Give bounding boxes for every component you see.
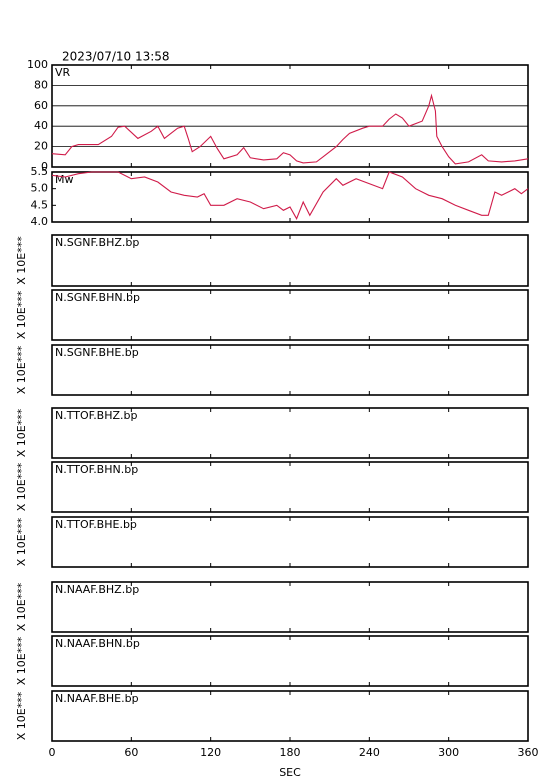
y-tick-label: 5.0 bbox=[31, 182, 49, 195]
x-tick-label: 300 bbox=[438, 746, 459, 759]
y-axis-label: X 10E*** bbox=[15, 517, 28, 566]
x-tick-label: 60 bbox=[124, 746, 138, 759]
panel-label: N.TTOF.BHN.bp bbox=[55, 463, 138, 476]
data-line bbox=[51, 93, 529, 165]
y-tick-label: 5.5 bbox=[31, 165, 49, 178]
y-tick-label: 0 bbox=[41, 160, 48, 173]
y-axis-label: X 10E*** bbox=[15, 582, 28, 631]
x-tick-label: 0 bbox=[49, 746, 56, 759]
chart-title: 2023/07/10 13:58 bbox=[62, 50, 170, 64]
panel-label: N.SGNF.BHE.bp bbox=[55, 346, 139, 359]
y-axis-label: X 10E*** bbox=[15, 636, 28, 685]
panel-label: N.NAAF.BHZ.bp bbox=[55, 583, 139, 596]
y-axis-label: X 10E*** bbox=[15, 345, 28, 394]
y-tick-label: 4.5 bbox=[31, 198, 49, 211]
panel-label: N.TTOF.BHZ.bp bbox=[55, 409, 138, 422]
y-axis-label: X 10E*** bbox=[15, 408, 28, 457]
panel-label: N.TTOF.BHE.bp bbox=[55, 518, 137, 531]
panel-label: Mw bbox=[55, 173, 74, 186]
panel-label: N.SGNF.BHN.bp bbox=[55, 291, 140, 304]
y-tick-label: 40 bbox=[34, 119, 48, 132]
x-tick-label: 180 bbox=[280, 746, 301, 759]
y-axis-label: X 10E*** bbox=[15, 290, 28, 339]
panel-label: N.NAAF.BHN.bp bbox=[55, 637, 140, 650]
y-tick-label: 100 bbox=[27, 58, 48, 71]
x-tick-label: 240 bbox=[359, 746, 380, 759]
panel-frame bbox=[51, 64, 529, 168]
x-tick-label: 120 bbox=[200, 746, 221, 759]
data-line bbox=[51, 171, 529, 220]
panel-label: N.SGNF.BHZ.bp bbox=[55, 236, 139, 249]
panel-label: N.NAAF.BHE.bp bbox=[55, 692, 139, 705]
panel-label: VR bbox=[55, 66, 71, 79]
y-tick-label: 20 bbox=[34, 140, 48, 153]
y-axis-label: X 10E*** bbox=[15, 462, 28, 511]
x-axis-label: SEC bbox=[279, 766, 301, 779]
panel-frame bbox=[51, 171, 529, 223]
y-tick-label: 4.0 bbox=[31, 215, 49, 228]
x-tick-label: 360 bbox=[518, 746, 539, 759]
y-axis-label: X 10E*** bbox=[15, 236, 28, 285]
y-tick-label: 80 bbox=[34, 78, 48, 91]
y-tick-label: 60 bbox=[34, 99, 48, 112]
y-axis-label: X 10E*** bbox=[15, 691, 28, 740]
